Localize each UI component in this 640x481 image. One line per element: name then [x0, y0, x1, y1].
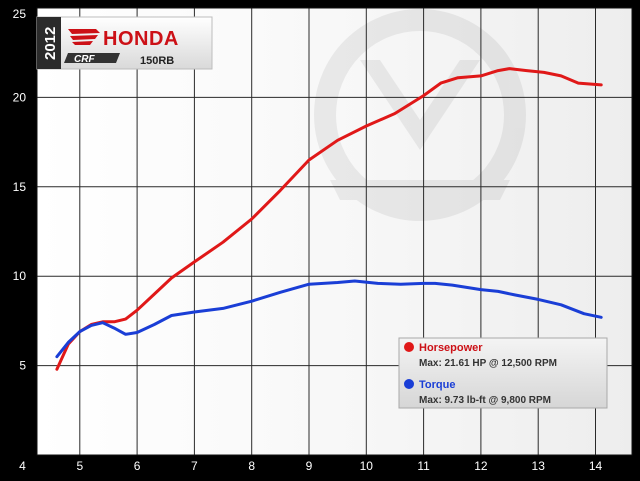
x-tick-label: 14	[589, 459, 603, 473]
legend-swatch-horsepower	[404, 342, 414, 352]
model-year: 2012	[42, 27, 59, 60]
x-tick-label: 4	[19, 459, 26, 473]
y-tick-label: 20	[13, 90, 27, 104]
y-tick-label: 25	[13, 7, 27, 21]
honda-wing-icon	[68, 29, 100, 45]
x-tick-label: 7	[191, 459, 198, 473]
x-tick-label: 10	[360, 459, 374, 473]
x-tick-label: 8	[248, 459, 255, 473]
series-line-torque	[55, 279, 603, 359]
brand-name: HONDA	[103, 28, 179, 50]
series-lines	[55, 67, 603, 371]
legend-swatch-torque	[404, 379, 414, 389]
legend-detail-horsepower: Max: 21.61 HP @ 12,500 RPM	[419, 358, 557, 369]
legend: Horsepower Max: 21.61 HP @ 12,500 RPM To…	[398, 337, 608, 409]
y-axis-ticks: 5 10 15 20 25	[13, 7, 27, 373]
plot-frame	[36, 7, 633, 456]
legend-title-torque: Torque	[419, 379, 455, 391]
y-tick-label: 10	[13, 269, 27, 283]
x-tick-label: 6	[134, 459, 141, 473]
x-tick-label: 12	[474, 459, 488, 473]
crf-script-logo: CRF	[64, 53, 120, 65]
series-line-horsepower	[55, 67, 603, 371]
watermark-logo	[314, 9, 526, 221]
legend-detail-torque: Max: 9.73 lb-ft @ 9,800 RPM	[419, 395, 551, 406]
x-axis-ticks: 4 5 6 7 8 9 10 11 12 13 14	[19, 459, 602, 473]
legend-title-horsepower: Horsepower	[419, 342, 483, 354]
svg-text:CRF: CRF	[74, 54, 95, 65]
x-tick-label: 13	[532, 459, 546, 473]
y-tick-label: 5	[19, 359, 26, 373]
model-number: 150RB	[140, 55, 174, 67]
x-tick-label: 5	[76, 459, 83, 473]
x-tick-label: 9	[306, 459, 313, 473]
x-tick-label: 11	[417, 459, 430, 473]
y-tick-label: 15	[13, 180, 27, 194]
honda-logo-badge: 2012 HONDA CRF 150RB	[36, 16, 213, 70]
